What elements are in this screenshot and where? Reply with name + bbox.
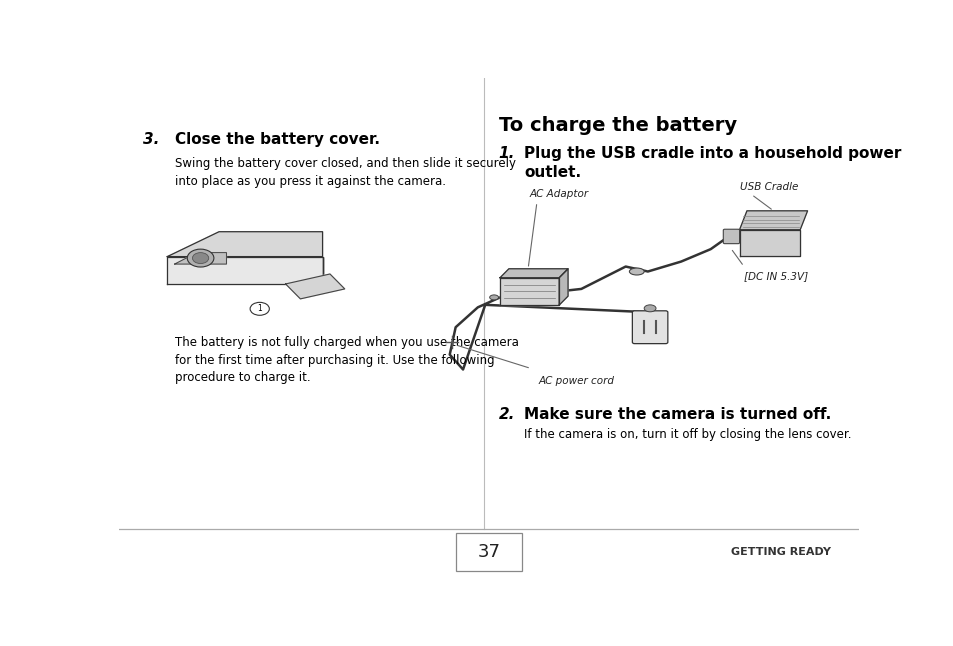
Text: Close the battery cover.: Close the battery cover. [174,132,379,147]
Text: AC Adaptor: AC Adaptor [529,189,588,200]
Polygon shape [499,278,558,305]
Text: GETTING READY: GETTING READY [730,547,830,557]
Text: 37: 37 [476,543,500,561]
Text: 1: 1 [257,304,262,313]
Polygon shape [285,274,344,299]
Bar [456,533,521,572]
Text: USB Cradle: USB Cradle [740,182,798,192]
Text: If the camera is on, turn it off by closing the lens cover.: If the camera is on, turn it off by clos… [524,428,851,441]
Polygon shape [499,269,567,278]
Text: 2.: 2. [498,407,515,422]
Circle shape [250,302,269,315]
Text: 1.: 1. [498,146,515,161]
Text: Make sure the camera is turned off.: Make sure the camera is turned off. [524,407,831,422]
Ellipse shape [629,268,643,275]
Text: The battery is not fully charged when you use the camera
for the first time afte: The battery is not fully charged when yo… [174,336,518,384]
FancyBboxPatch shape [722,229,739,244]
Ellipse shape [643,305,656,312]
Text: [DC IN 5.3V]: [DC IN 5.3V] [743,271,807,282]
Polygon shape [558,269,567,305]
Polygon shape [739,230,800,256]
Polygon shape [174,253,226,264]
Polygon shape [167,256,322,284]
Text: Plug the USB cradle into a household power
outlet.: Plug the USB cradle into a household pow… [524,146,901,180]
Text: AC power cord: AC power cord [537,376,614,386]
Polygon shape [167,232,322,256]
Text: Swing the battery cover closed, and then slide it securely
into place as you pre: Swing the battery cover closed, and then… [174,157,516,187]
Circle shape [187,249,213,267]
Text: 3.: 3. [143,132,159,147]
Text: To charge the battery: To charge the battery [498,116,736,135]
Polygon shape [739,211,807,230]
Circle shape [193,253,209,264]
Ellipse shape [489,295,498,300]
FancyBboxPatch shape [632,311,667,344]
